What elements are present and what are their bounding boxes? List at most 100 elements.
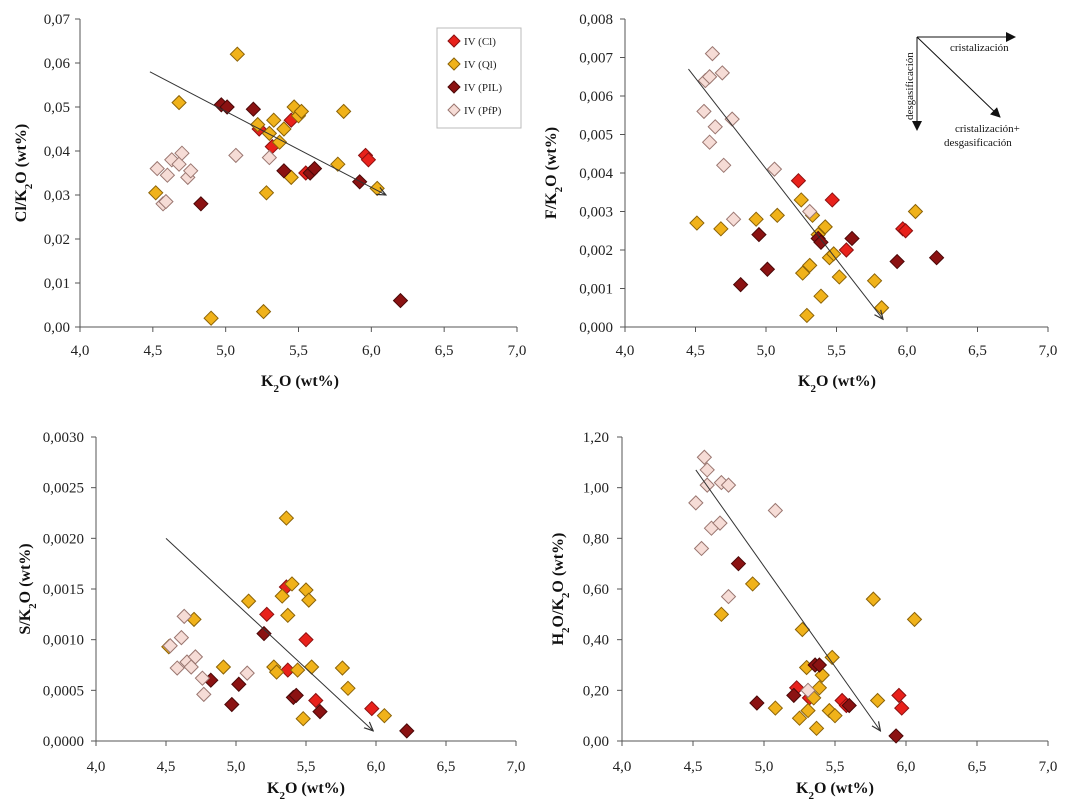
legend: IV (Cl) IV (Ql) IV (PIL) IV (PfP) bbox=[436, 27, 522, 129]
data-point-ql bbox=[817, 219, 833, 235]
y-tick-label: 0,003 bbox=[579, 205, 613, 221]
data-point-pil bbox=[888, 728, 904, 744]
data-point-pfp bbox=[699, 462, 715, 478]
data-point-cl bbox=[897, 223, 914, 239]
data-point-pfp bbox=[800, 682, 816, 699]
data-point-ql bbox=[873, 300, 890, 316]
data-point-pil bbox=[813, 234, 829, 251]
data-point-pfp bbox=[239, 665, 255, 681]
data-point-ql bbox=[907, 203, 924, 220]
trend-arrow bbox=[165, 537, 373, 731]
data-point-pfp bbox=[704, 45, 721, 62]
y-axis-title: Cl/K2O (wt%) bbox=[13, 124, 35, 222]
data-point-ql bbox=[215, 659, 232, 675]
data-point-ql bbox=[769, 207, 785, 224]
data-point-pil bbox=[811, 657, 828, 673]
label-combined-line2: desgasificación bbox=[944, 137, 1012, 149]
data-point-ql bbox=[278, 510, 295, 526]
data-point-ql bbox=[869, 692, 886, 709]
process-diagram: cristalización desgasificación cristaliz… bbox=[904, 32, 1020, 149]
y-tick-label: 0,01 bbox=[44, 276, 70, 292]
data-point-ql bbox=[767, 700, 784, 716]
data-point-pfp bbox=[707, 119, 723, 135]
data-point-pil bbox=[245, 101, 262, 117]
data-point-cl bbox=[259, 606, 275, 623]
data-point-pil bbox=[392, 292, 409, 309]
x-axis-title: K2O (wt%) bbox=[261, 373, 339, 395]
data-point-ql bbox=[303, 659, 320, 675]
data-point-pfp bbox=[696, 449, 713, 465]
data-point-pil bbox=[786, 687, 802, 704]
data-point-ql bbox=[284, 576, 300, 592]
x-axis-title: K2O (wt%) bbox=[267, 780, 345, 800]
data-point-pil bbox=[841, 697, 857, 714]
x-tick-label: 4,5 bbox=[143, 343, 162, 359]
y-tick-label: 0,0015 bbox=[43, 582, 84, 598]
x-tick-label: 4,0 bbox=[613, 759, 632, 775]
data-point-ql bbox=[171, 94, 187, 111]
data-point-pil bbox=[844, 230, 860, 247]
legend-marker-cl bbox=[447, 34, 461, 48]
data-point-pil bbox=[928, 249, 945, 266]
label-desgasificacion: desgasificación bbox=[904, 52, 916, 120]
data-point-pfp bbox=[194, 670, 211, 686]
data-point-cl bbox=[360, 152, 377, 168]
y-tick-label: 1,20 bbox=[583, 430, 609, 446]
data-point-ql bbox=[276, 121, 292, 137]
data-point-ql bbox=[800, 702, 816, 719]
x-tick-label: 6,5 bbox=[968, 343, 987, 359]
data-point-pfp bbox=[720, 588, 737, 605]
data-point-ql bbox=[250, 116, 266, 133]
y-tick-label: 0,0030 bbox=[43, 430, 84, 446]
data-point-ql bbox=[255, 303, 272, 320]
x-tick-label: 4,5 bbox=[686, 343, 705, 359]
data-point-cl bbox=[364, 700, 380, 717]
data-point-ql bbox=[794, 621, 811, 638]
data-point-pfp bbox=[693, 540, 710, 557]
data-point-ql bbox=[376, 707, 393, 724]
data-point-pil bbox=[759, 261, 776, 277]
data-point-pfp bbox=[715, 157, 732, 174]
data-point-pfp bbox=[187, 649, 204, 665]
panel-s-k2o: 4,0 4,5 5,0 5,5 6,0 6,5 7,0 0,0000 0,0005 0,0010 0… bbox=[17, 430, 525, 800]
data-point-pil bbox=[889, 253, 905, 270]
data-point-ql bbox=[340, 680, 356, 697]
legend-entry-pfp: IV (PfP) bbox=[447, 103, 502, 117]
data-point-ql bbox=[713, 606, 730, 623]
x-tick-label: 4,0 bbox=[87, 759, 106, 775]
data-point-pfp bbox=[701, 134, 718, 150]
y-tick-label: 0,004 bbox=[579, 166, 613, 182]
data-point-pfp bbox=[176, 608, 192, 625]
x-tick-label: 6,0 bbox=[898, 343, 917, 359]
legend-entry-pil: IV (PIL) bbox=[447, 80, 502, 94]
data-point-ql bbox=[866, 273, 883, 289]
data-point-pil bbox=[256, 625, 272, 642]
data-point-pfp bbox=[169, 660, 185, 676]
x-tick-label: 5,5 bbox=[297, 759, 316, 775]
data-point-pil bbox=[276, 163, 292, 179]
x-axis-title: K2O (wt%) bbox=[798, 373, 876, 395]
x-tick-label: 6,0 bbox=[362, 343, 381, 359]
data-point-cl bbox=[838, 242, 855, 258]
x-tick-label: 5,0 bbox=[757, 343, 776, 359]
x-tick-label: 6,0 bbox=[367, 759, 386, 775]
y-tick-label: 0,007 bbox=[579, 51, 613, 67]
legend-label-pfp: IV (PfP) bbox=[464, 105, 502, 117]
x-tick-label: 6,0 bbox=[897, 759, 916, 775]
data-point-ql bbox=[906, 611, 923, 628]
y-tick-label: 1,00 bbox=[583, 481, 609, 497]
data-point-ql bbox=[289, 662, 306, 678]
data-point-ql bbox=[203, 310, 219, 326]
data-point-ql bbox=[330, 156, 346, 172]
data-point-pfp bbox=[720, 477, 737, 493]
data-point-pfp bbox=[766, 161, 783, 177]
x-tick-label: 5,5 bbox=[289, 343, 308, 359]
data-point-ql bbox=[271, 134, 288, 150]
data-point-pil bbox=[749, 695, 765, 711]
y-tick-label: 0,80 bbox=[583, 531, 609, 547]
data-point-ql bbox=[799, 307, 815, 324]
x-tick-label: 7,0 bbox=[1039, 759, 1058, 775]
data-point-ql bbox=[689, 215, 705, 231]
data-point-ql bbox=[274, 588, 290, 604]
data-point-pil bbox=[288, 687, 304, 704]
